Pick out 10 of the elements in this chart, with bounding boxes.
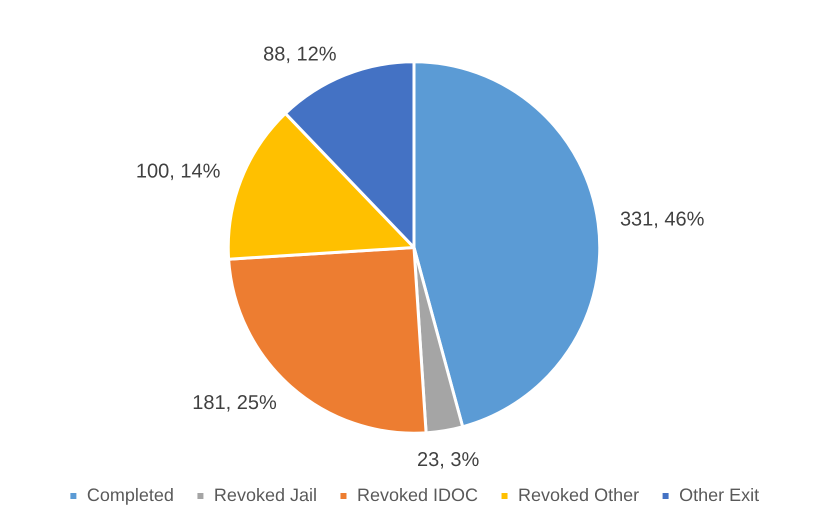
data-label: 88, 12% <box>263 43 337 66</box>
legend-label: Completed <box>86 484 174 505</box>
data-label: 181, 25% <box>192 392 278 414</box>
legend-label: Revoked IDOC <box>356 484 478 505</box>
legend-label: Other Exit <box>679 484 760 505</box>
legend-label: Revoked Other <box>518 484 640 505</box>
legend-label: Revoked Jail <box>214 484 317 505</box>
data-label: 331, 46% <box>620 208 705 231</box>
data-label: 100, 14% <box>136 160 221 183</box>
data-label: 23, 3% <box>417 448 480 471</box>
